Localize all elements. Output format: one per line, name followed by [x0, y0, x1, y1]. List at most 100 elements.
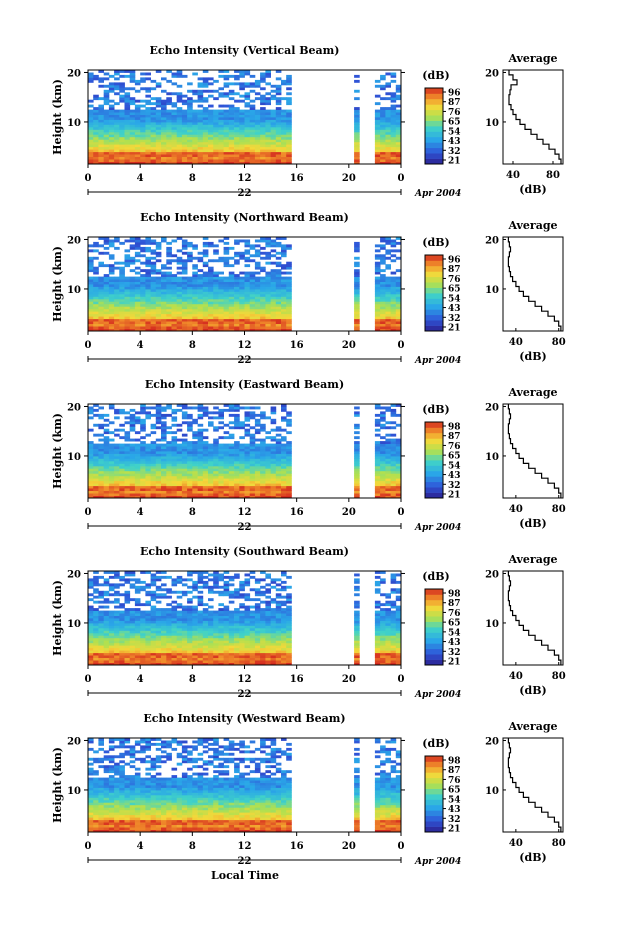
- heatmap-cell: [161, 328, 167, 332]
- heatmap-cell: [176, 408, 183, 412]
- heatmap-cell: [380, 311, 386, 315]
- heatmap-cell: [129, 443, 136, 447]
- heatmap-cell: [202, 458, 209, 462]
- heatmap-cell: [140, 293, 146, 297]
- heatmap-cell: [380, 131, 386, 135]
- heatmap-cell: [286, 421, 292, 425]
- heatmap-cell: [103, 124, 110, 128]
- heatmap-cell: [145, 256, 151, 260]
- heatmap-cell: [244, 308, 251, 312]
- heatmap-cell: [129, 281, 136, 285]
- heatmap-cell: [114, 645, 120, 649]
- heatmap-cell: [114, 129, 120, 133]
- heatmap-cell: [218, 284, 224, 287]
- heatmap-cell: [275, 468, 282, 472]
- heatmap-cell: [228, 468, 235, 472]
- heatmap-cell: [249, 630, 256, 634]
- heatmap-cell: [103, 129, 110, 133]
- heatmap-cell: [155, 443, 162, 447]
- heatmap-cell: [166, 119, 172, 123]
- heatmap-cell: [385, 149, 391, 153]
- heatmap-cell: [108, 124, 115, 128]
- panels-layer: Echo Intensity (Vertical Beam)2010Height…: [51, 44, 566, 867]
- heatmap-cell: [374, 311, 381, 315]
- heatmap-cell: [145, 465, 151, 469]
- heatmap-cell: [124, 264, 131, 268]
- heatmap-cell: [374, 451, 381, 454]
- heatmap-cell: [192, 256, 198, 260]
- heatmap-cell: [171, 660, 178, 663]
- heatmap-cell: [155, 136, 162, 140]
- heatmap-cell: [260, 97, 266, 101]
- heatmap-cell: [187, 298, 193, 302]
- heatmap-cell: [108, 620, 115, 624]
- heatmap-cell: [155, 446, 162, 449]
- heatmap-cell: [244, 139, 251, 143]
- heatmap-cell: [270, 647, 277, 651]
- heatmap-cell: [129, 428, 136, 432]
- heatmap-cell: [281, 293, 287, 297]
- heatmap-cell: [234, 119, 240, 123]
- heatmap-cell: [124, 662, 131, 666]
- heatmap-cell: [281, 460, 287, 464]
- heatmap-cell: [380, 630, 386, 634]
- heatmap-cell: [390, 488, 397, 491]
- heatmap-cell: [354, 271, 360, 275]
- heatmap-cell: [374, 146, 381, 150]
- heatmap-cell: [88, 134, 94, 138]
- heatmap-cell: [114, 239, 120, 243]
- heatmap-cell: [161, 318, 167, 322]
- heatmap-cell: [134, 470, 141, 474]
- heatmap-cell: [234, 284, 240, 287]
- heatmap-cell: [270, 274, 277, 277]
- heatmap-cell: [150, 458, 157, 462]
- heatmap-cell: [228, 662, 235, 666]
- heatmap-cell: [239, 657, 245, 661]
- heatmap-cell: [88, 475, 94, 479]
- heatmap-cell: [265, 99, 271, 103]
- heatmap-cell: [108, 136, 115, 140]
- heatmap-cell: [249, 426, 256, 430]
- heatmap-cell: [354, 288, 360, 292]
- heatmap-cell: [187, 308, 193, 312]
- heatmap-cell: [88, 114, 94, 118]
- heatmap-cell: [202, 251, 209, 255]
- heatmap-cell: [187, 139, 193, 143]
- heatmap-cell: [260, 284, 266, 287]
- heatmap-cell: [260, 426, 266, 430]
- heatmap-cell: [390, 112, 397, 115]
- heatmap-cell: [114, 625, 120, 629]
- heatmap-cell: [114, 306, 120, 310]
- heatmap-cell: [140, 161, 146, 165]
- heatmap-cell: [234, 288, 240, 292]
- heatmap-cell: [155, 161, 162, 165]
- heatmap-cell: [208, 480, 214, 484]
- heatmap-cell: [140, 326, 146, 329]
- heatmap-cell: [281, 485, 287, 489]
- heatmap-cell: [270, 94, 277, 98]
- heatmap-cell: [354, 154, 360, 157]
- heatmap-cell: [213, 296, 219, 300]
- heatmap-cell: [265, 311, 271, 315]
- heatmap-cell: [265, 114, 271, 118]
- heatmap-cell: [208, 478, 214, 482]
- heatmap-cell: [380, 478, 386, 482]
- heatmap-cell: [354, 478, 360, 482]
- heatmap-cell: [171, 438, 178, 442]
- heatmap-cell: [155, 406, 162, 410]
- heatmap-cell: [385, 284, 391, 287]
- heatmap-cell: [234, 326, 240, 329]
- heatmap-cell: [124, 284, 131, 287]
- heatmap-cell: [93, 650, 99, 654]
- heatmap-cell: [239, 70, 245, 73]
- heatmap-cell: [119, 411, 125, 415]
- heatmap-cell: [213, 647, 219, 651]
- heatmap-cell: [145, 131, 151, 135]
- heatmap-cell: [265, 637, 271, 641]
- heatmap-cell: [380, 298, 386, 302]
- heatmap-cell: [218, 326, 224, 329]
- heatmap-cell: [202, 448, 209, 452]
- heatmap-cell: [98, 306, 104, 310]
- heatmap-cell: [275, 311, 282, 315]
- heatmap-cell: [150, 662, 157, 666]
